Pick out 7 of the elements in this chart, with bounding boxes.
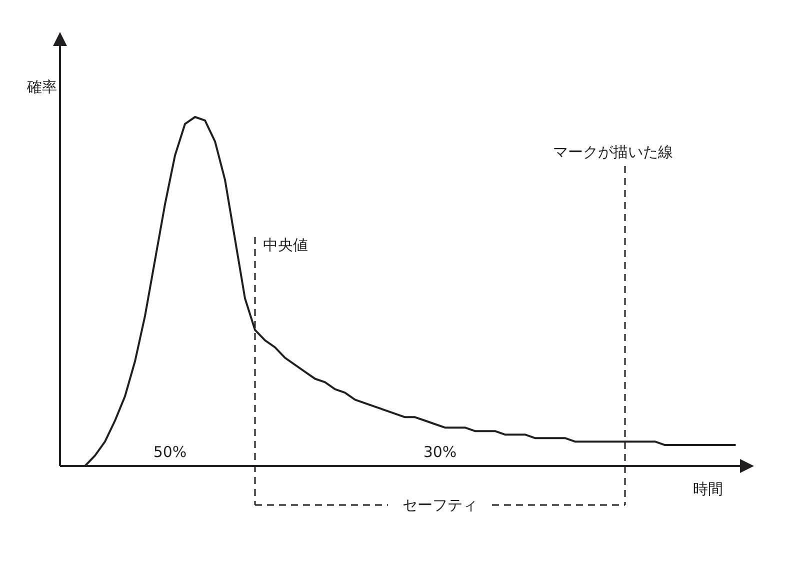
annotation: 30% [423, 443, 457, 461]
annotation: 50% [153, 443, 187, 461]
annotation: 中央値 [263, 236, 308, 254]
xlabel: 時間 [693, 480, 723, 498]
ylabel: 確率 [27, 78, 57, 96]
annotation: マークが描いた線 [553, 143, 673, 161]
annotation: セーフティ [402, 496, 478, 514]
